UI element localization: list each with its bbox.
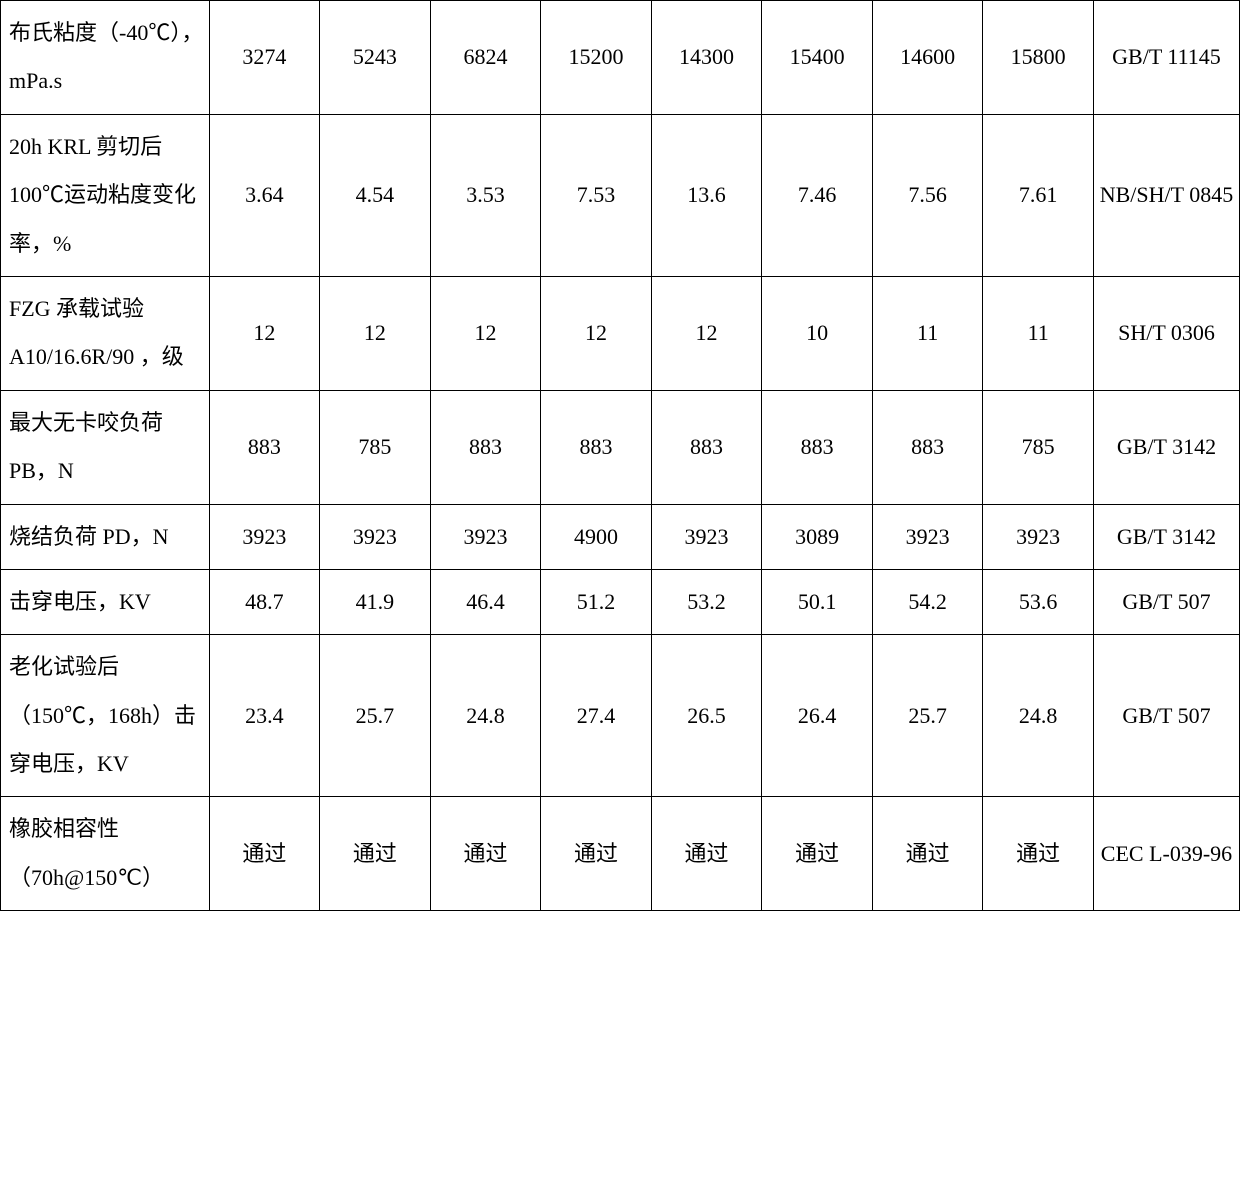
data-cell: 883 (541, 390, 652, 504)
data-cell: 3923 (983, 504, 1094, 569)
data-cell: 41.9 (320, 569, 431, 634)
data-cell: 883 (762, 390, 873, 504)
data-cell: 7.61 (983, 114, 1094, 276)
method-cell: GB/T 11145 (1093, 1, 1239, 115)
table-body: 布氏粘度（-40℃），mPa.s 3274 5243 6824 15200 14… (1, 1, 1240, 911)
data-cell: 27.4 (541, 635, 652, 797)
data-cell: 通过 (872, 797, 983, 911)
data-cell: 12 (320, 276, 431, 390)
data-cell: 通过 (430, 797, 541, 911)
data-cell: 785 (983, 390, 1094, 504)
data-cell: 3.53 (430, 114, 541, 276)
data-cell: 4900 (541, 504, 652, 569)
row-label: 击穿电压，KV (1, 569, 210, 634)
data-cell: 3274 (209, 1, 320, 115)
data-cell: 24.8 (430, 635, 541, 797)
data-cell: 12 (651, 276, 762, 390)
row-label: 烧结负荷 PD，N (1, 504, 210, 569)
data-cell: 12 (541, 276, 652, 390)
table-row: 烧结负荷 PD，N 3923 3923 3923 4900 3923 3089 … (1, 504, 1240, 569)
data-cell: 3923 (651, 504, 762, 569)
data-cell: 54.2 (872, 569, 983, 634)
data-table: 布氏粘度（-40℃），mPa.s 3274 5243 6824 15200 14… (0, 0, 1240, 911)
method-cell: CEC L-039-96 (1093, 797, 1239, 911)
data-cell: 3923 (209, 504, 320, 569)
data-cell: 46.4 (430, 569, 541, 634)
data-cell: 通过 (762, 797, 873, 911)
row-label: 老化试验后（150℃，168h）击穿电压，KV (1, 635, 210, 797)
row-label: 最大无卡咬负荷PB，N (1, 390, 210, 504)
data-cell: 通过 (209, 797, 320, 911)
data-cell: 11 (983, 276, 1094, 390)
data-cell: 3923 (872, 504, 983, 569)
data-cell: 26.4 (762, 635, 873, 797)
data-cell: 6824 (430, 1, 541, 115)
data-cell: 7.56 (872, 114, 983, 276)
data-cell: 25.7 (320, 635, 431, 797)
method-cell: NB/SH/T 0845 (1093, 114, 1239, 276)
table-row: 20h KRL 剪切后100℃运动粘度变化率，% 3.64 4.54 3.53 … (1, 114, 1240, 276)
data-cell: 14300 (651, 1, 762, 115)
data-cell: 11 (872, 276, 983, 390)
data-cell: 15400 (762, 1, 873, 115)
data-cell: 4.54 (320, 114, 431, 276)
data-cell: 3923 (430, 504, 541, 569)
row-label: FZG 承载试验A10/16.6R/90 ，级 (1, 276, 210, 390)
table-row: 最大无卡咬负荷PB，N 883 785 883 883 883 883 883 … (1, 390, 1240, 504)
data-cell: 53.2 (651, 569, 762, 634)
row-label: 布氏粘度（-40℃），mPa.s (1, 1, 210, 115)
data-cell: 12 (209, 276, 320, 390)
data-cell: 通过 (983, 797, 1094, 911)
data-cell: 3923 (320, 504, 431, 569)
method-cell: SH/T 0306 (1093, 276, 1239, 390)
data-cell: 23.4 (209, 635, 320, 797)
data-cell: 785 (320, 390, 431, 504)
method-cell: GB/T 3142 (1093, 390, 1239, 504)
data-cell: 53.6 (983, 569, 1094, 634)
data-cell: 3089 (762, 504, 873, 569)
data-cell: 7.46 (762, 114, 873, 276)
data-cell: 48.7 (209, 569, 320, 634)
data-cell: 12 (430, 276, 541, 390)
data-cell: 24.8 (983, 635, 1094, 797)
data-cell: 883 (209, 390, 320, 504)
data-cell: 通过 (541, 797, 652, 911)
row-label: 20h KRL 剪切后100℃运动粘度变化率，% (1, 114, 210, 276)
table-row: 布氏粘度（-40℃），mPa.s 3274 5243 6824 15200 14… (1, 1, 1240, 115)
table-row: 橡胶相容性（70h@150℃） 通过 通过 通过 通过 通过 通过 通过 通过 … (1, 797, 1240, 911)
data-cell: 7.53 (541, 114, 652, 276)
data-cell: 15200 (541, 1, 652, 115)
row-label: 橡胶相容性（70h@150℃） (1, 797, 210, 911)
data-cell: 51.2 (541, 569, 652, 634)
method-cell: GB/T 507 (1093, 569, 1239, 634)
data-cell: 通过 (651, 797, 762, 911)
data-cell: 15800 (983, 1, 1094, 115)
data-cell: 26.5 (651, 635, 762, 797)
table-row: FZG 承载试验A10/16.6R/90 ，级 12 12 12 12 12 1… (1, 276, 1240, 390)
data-cell: 25.7 (872, 635, 983, 797)
data-cell: 14600 (872, 1, 983, 115)
method-cell: GB/T 3142 (1093, 504, 1239, 569)
data-cell: 5243 (320, 1, 431, 115)
data-cell: 883 (872, 390, 983, 504)
data-cell: 3.64 (209, 114, 320, 276)
method-cell: GB/T 507 (1093, 635, 1239, 797)
data-cell: 883 (651, 390, 762, 504)
data-cell: 10 (762, 276, 873, 390)
data-cell: 50.1 (762, 569, 873, 634)
data-cell: 13.6 (651, 114, 762, 276)
table-row: 击穿电压，KV 48.7 41.9 46.4 51.2 53.2 50.1 54… (1, 569, 1240, 634)
data-cell: 通过 (320, 797, 431, 911)
table-row: 老化试验后（150℃，168h）击穿电压，KV 23.4 25.7 24.8 2… (1, 635, 1240, 797)
data-cell: 883 (430, 390, 541, 504)
